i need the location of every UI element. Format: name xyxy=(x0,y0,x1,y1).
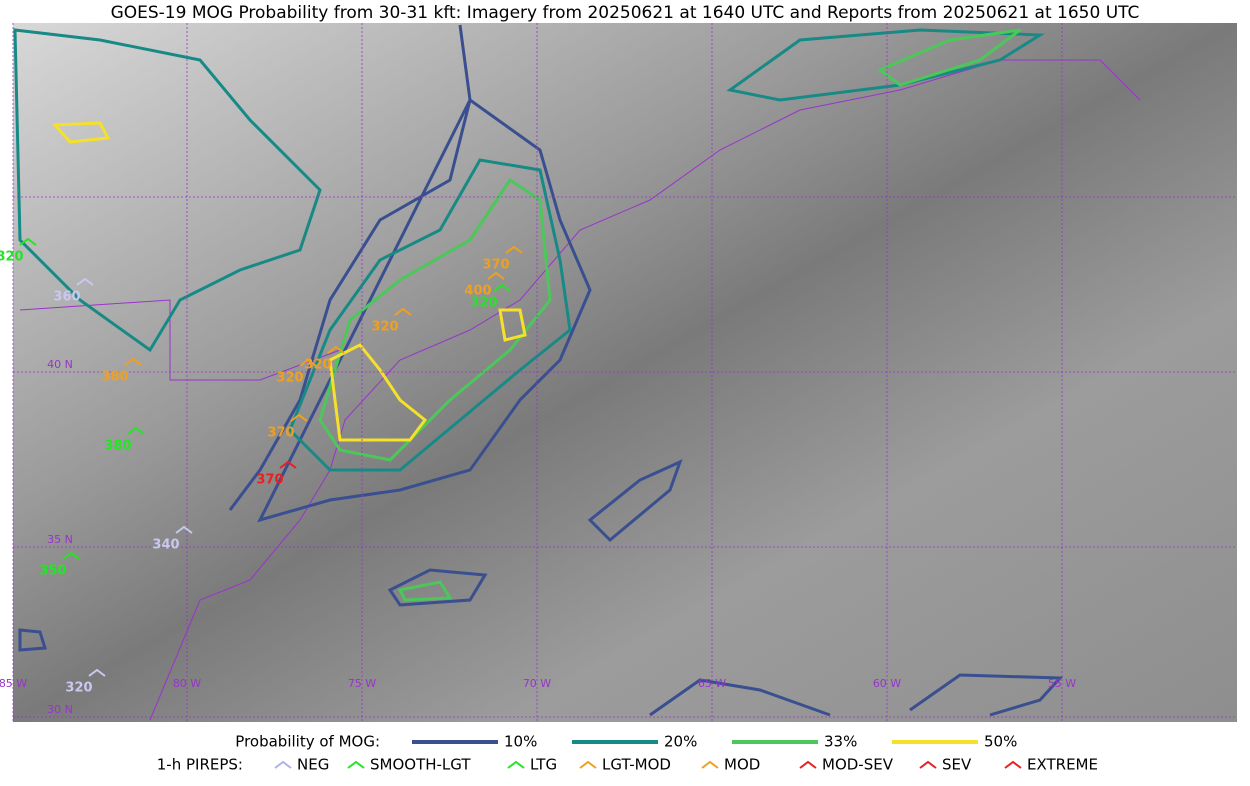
satellite-imagery xyxy=(13,23,1237,722)
legend-label: EXTREME xyxy=(1027,756,1098,774)
pirep-label: 370 xyxy=(482,258,509,273)
pirep-symbol xyxy=(88,668,106,677)
pirep-label: 350 xyxy=(39,564,66,579)
legend-symbol xyxy=(347,760,365,769)
legend-title: 1-h PIREPS: xyxy=(157,756,243,774)
legend: Probability of MOG: 10% 20% 33% 50% 1-h PIREP… xyxy=(157,733,1098,774)
coastlines xyxy=(19,59,1141,721)
pirep-label: 320 xyxy=(65,681,92,696)
pirep-label: 360 xyxy=(53,290,80,305)
legend-label: SEV xyxy=(942,756,972,774)
pirep-label: 320 xyxy=(304,358,331,373)
lat-label: 35 N xyxy=(47,533,73,546)
lon-label: 65 W xyxy=(698,677,726,690)
pirep-label: 400 xyxy=(464,284,491,299)
pirep-label: 320 xyxy=(470,296,497,311)
legend-symbol xyxy=(799,760,817,769)
title: GOES-19 MOG Probability from 30-31 kft: … xyxy=(111,3,1140,23)
pirep-symbol xyxy=(290,413,308,422)
pirep-label: 340 xyxy=(152,538,179,553)
legend-title: Probability of MOG: xyxy=(235,733,380,751)
pirep-symbol xyxy=(327,345,345,354)
pirep-symbol xyxy=(62,551,80,560)
pirep-label: 320 xyxy=(0,250,24,265)
contours xyxy=(13,24,1064,717)
pirep-symbol xyxy=(124,357,142,366)
pirep-symbol xyxy=(76,277,94,286)
pirep-symbol xyxy=(19,237,37,246)
legend-label: MOD xyxy=(724,756,760,774)
legend-label: 20% xyxy=(664,733,697,751)
pireps: 3203603803803704003203203203203703703403… xyxy=(0,237,523,696)
pirep-symbol xyxy=(394,307,412,316)
graticule: 85 W 80 W 75 W 70 W 65 W 60 W 55 W 40 N 35 N 30 N xyxy=(0,23,1237,722)
lon-label: 55 W xyxy=(1048,677,1076,690)
lon-label: 80 W xyxy=(173,677,201,690)
pirep-symbol xyxy=(493,283,511,292)
legend-symbol xyxy=(274,760,292,769)
lon-label: 75 W xyxy=(348,677,376,690)
pirep-symbol xyxy=(279,460,297,469)
lon-label: 60 W xyxy=(873,677,901,690)
pirep-symbol xyxy=(175,525,193,534)
legend-label: MOD-SEV xyxy=(822,756,894,774)
lon-label: 85 W xyxy=(0,677,27,690)
pirep-label: 320 xyxy=(371,320,398,335)
legend-label: 10% xyxy=(504,733,537,751)
pirep-label: 380 xyxy=(104,439,131,454)
legend-symbol xyxy=(507,760,525,769)
legend-symbol xyxy=(701,760,719,769)
pirep-symbol xyxy=(299,358,317,367)
pirep-symbol xyxy=(127,426,145,435)
legend-label: LGT-MOD xyxy=(602,756,671,774)
legend-label: NEG xyxy=(297,756,329,774)
legend-label: SMOOTH-LGT xyxy=(370,756,471,774)
pirep-symbol xyxy=(505,245,523,254)
lat-label: 30 N xyxy=(47,703,73,716)
pirep-symbol xyxy=(487,271,505,280)
legend-label: LTG xyxy=(530,756,557,774)
legend-label: 33% xyxy=(824,733,857,751)
legend-symbol xyxy=(1004,760,1022,769)
lon-label: 70 W xyxy=(523,677,551,690)
pirep-label: 320 xyxy=(276,371,303,386)
pirep-label: 370 xyxy=(256,473,283,488)
pirep-label: 370 xyxy=(267,426,294,441)
lat-label: 40 N xyxy=(47,358,73,371)
legend-symbol xyxy=(919,760,937,769)
legend-label: 50% xyxy=(984,733,1017,751)
pirep-label: 380 xyxy=(101,370,128,385)
legend-symbol xyxy=(579,760,597,769)
